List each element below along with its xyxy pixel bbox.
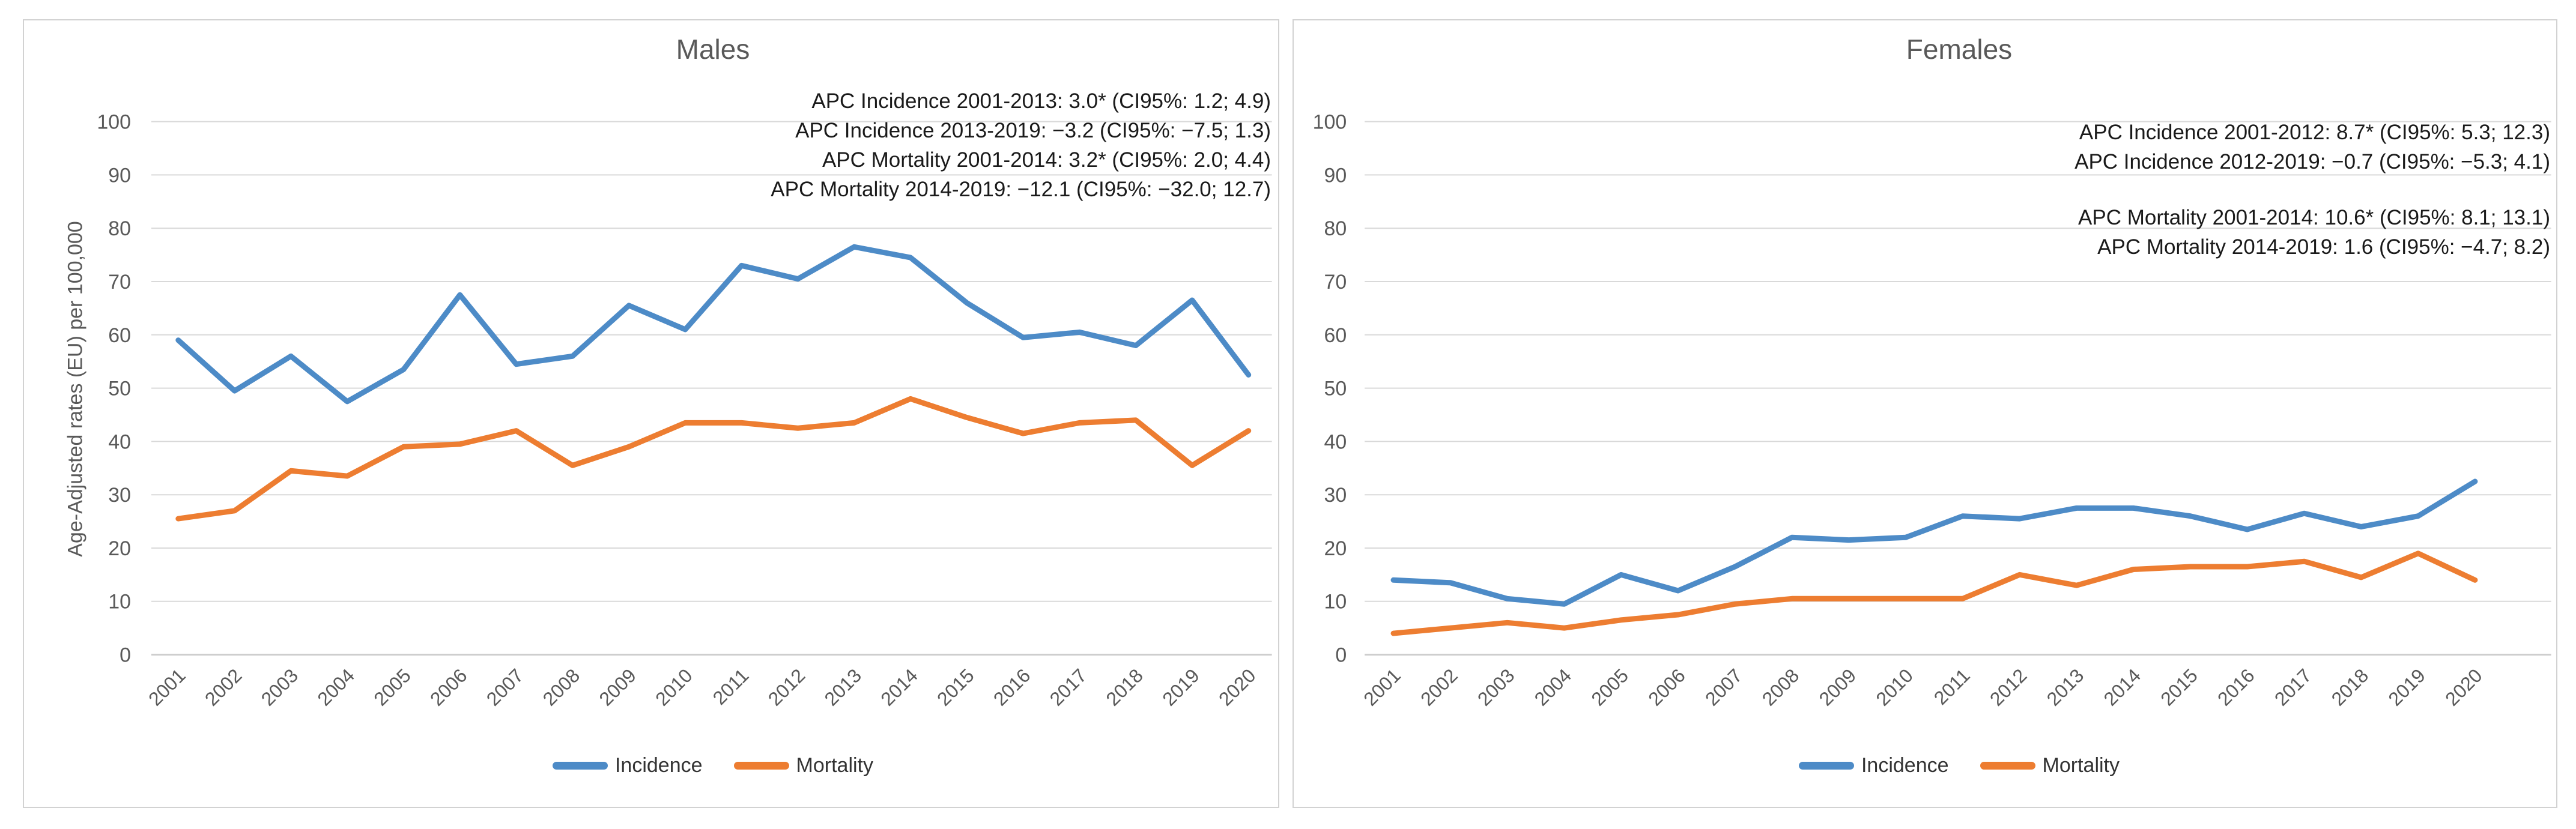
x-tick-label: 2005 — [1587, 665, 1632, 710]
y-tick-label: 10 — [1324, 591, 1347, 613]
legend-label-incidence: Incidence — [1861, 754, 1949, 777]
x-tick-label: 2019 — [1158, 665, 1204, 710]
x-tick-label: 2018 — [1102, 665, 1147, 710]
y-tick-label: 70 — [1324, 271, 1347, 294]
x-tick-label: 2013 — [820, 665, 865, 710]
apc-annotation-line: APC Mortality 2014-2019: −12.1 (CI95%: −… — [771, 178, 1271, 201]
x-tick-label: 2006 — [1644, 665, 1690, 710]
legend-item-mortality: Mortality — [733, 754, 873, 777]
x-tick-label: 2014 — [2099, 665, 2145, 710]
y-axis-title: Age-Adjusted rates (EU) per 100,000 — [64, 221, 87, 557]
females-legend: Incidence Mortality — [1365, 754, 2554, 777]
x-tick-label: 2010 — [651, 665, 697, 710]
y-tick-label: 30 — [108, 484, 131, 507]
apc-annotation-line: APC Mortality 2014-2019: 1.6 (CI95%: −4.… — [2097, 235, 2550, 259]
x-tick-label: 2017 — [1046, 665, 1091, 710]
x-tick-label: 2004 — [313, 665, 359, 710]
y-tick-label: 20 — [108, 537, 131, 560]
x-tick-label: 2013 — [2043, 665, 2088, 710]
legend-item-incidence: Incidence — [1798, 754, 1949, 777]
x-tick-label: 2003 — [257, 665, 303, 710]
y-tick-label: 80 — [108, 217, 131, 240]
x-tick-label: 2020 — [2441, 665, 2487, 710]
apc-annotation-line: APC Incidence 2001-2013: 3.0* (CI95%: 1.… — [811, 89, 1271, 113]
x-tick-label: 2012 — [1986, 665, 2031, 710]
y-tick-label: 10 — [108, 591, 131, 613]
x-tick-label: 2016 — [2213, 665, 2259, 710]
y-tick-label: 40 — [1324, 430, 1347, 453]
x-tick-label: 2020 — [1214, 665, 1260, 710]
y-tick-label: 50 — [108, 378, 131, 400]
x-tick-label: 2012 — [764, 665, 810, 710]
y-tick-label: 60 — [1324, 324, 1347, 347]
y-tick-label: 0 — [120, 644, 131, 667]
mortality-line-swatch — [733, 762, 789, 770]
x-tick-label: 2007 — [482, 665, 528, 710]
x-tick-label: 2007 — [1701, 665, 1747, 710]
males-legend: Incidence Mortality — [151, 754, 1274, 777]
x-tick-label: 2002 — [201, 665, 246, 710]
x-tick-label: 2016 — [989, 665, 1035, 710]
y-tick-label: 100 — [1313, 111, 1347, 134]
males-panel-title: Males — [676, 34, 750, 65]
y-tick-label: 70 — [108, 271, 131, 294]
males-chart-panel: 0 10 20 30 40 50 60 70 80 90 100 2001 2002 2003 2004 20… — [23, 19, 1279, 808]
apc-annotation-line: APC Incidence 2013-2019: −3.2 (CI95%: −7… — [795, 119, 1271, 142]
y-tick-label: 30 — [1324, 484, 1347, 507]
apc-annotation-line: APC Mortality 2001-2014: 3.2* (CI95%: 2.… — [822, 148, 1271, 172]
x-tick-label: 2002 — [1416, 665, 1462, 710]
y-tick-label: 80 — [1324, 217, 1347, 240]
x-tick-label: 2015 — [933, 665, 978, 710]
y-tick-label: 0 — [1335, 644, 1347, 667]
males-apc-annotations: APC Incidence 2001-2013: 3.0* (CI95%: 1.… — [771, 86, 1271, 204]
y-tick-label: 40 — [108, 430, 131, 453]
legend-item-incidence: Incidence — [552, 754, 703, 777]
apc-annotation-line: APC Mortality 2001-2014: 10.6* (CI95%: 8… — [2078, 206, 2550, 229]
x-tick-label: 2004 — [1530, 665, 1576, 710]
y-tick-label: 100 — [97, 111, 131, 134]
mortality-line — [175, 396, 1252, 522]
x-tick-label: 2008 — [539, 665, 584, 710]
mortality-line-swatch — [1980, 762, 2035, 770]
x-tick-label: 2015 — [2156, 665, 2202, 710]
x-tick-label: 2006 — [426, 665, 471, 710]
incidence-line — [1390, 478, 2478, 607]
legend-label-mortality: Mortality — [796, 754, 873, 777]
x-tick-label: 2005 — [369, 665, 415, 710]
apc-annotation-line: APC Incidence 2012-2019: −0.7 (CI95%: −5… — [2074, 150, 2550, 173]
legend-item-mortality: Mortality — [1980, 754, 2120, 777]
x-tick-label: 2008 — [1758, 665, 1804, 710]
x-tick-label: 2011 — [709, 665, 753, 709]
x-tick-label: 2011 — [1930, 665, 1974, 709]
apc-annotation-line: APC Incidence 2001-2012: 8.7* (CI95%: 5.… — [2079, 121, 2550, 144]
x-tick-label: 2009 — [1815, 665, 1861, 710]
females-apc-annotations: APC Incidence 2001-2012: 8.7* (CI95%: 5.… — [2074, 118, 2550, 262]
y-tick-label: 20 — [1324, 537, 1347, 560]
legend-label-incidence: Incidence — [614, 754, 703, 777]
incidence-line-swatch — [1798, 762, 1854, 770]
x-tick-label: 2019 — [2384, 665, 2429, 710]
x-tick-label: 2001 — [144, 665, 190, 710]
incidence-line-swatch — [552, 762, 608, 770]
females-chart-panel: 0 10 20 30 40 50 60 70 80 90 100 2001 2002 2003 2004 20… — [1293, 19, 2557, 808]
y-tick-label: 60 — [108, 324, 131, 347]
y-tick-label: 90 — [108, 164, 131, 187]
legend-label-mortality: Mortality — [2042, 754, 2120, 777]
x-tick-label: 2003 — [1473, 665, 1519, 710]
x-tick-label: 2001 — [1359, 665, 1405, 710]
incidence-line — [175, 244, 1252, 405]
y-tick-label: 50 — [1324, 378, 1347, 400]
x-tick-label: 2018 — [2327, 665, 2373, 710]
x-tick-label: 2017 — [2270, 665, 2316, 710]
y-tick-label: 90 — [1324, 164, 1347, 187]
mortality-line — [1390, 550, 2478, 636]
x-tick-label: 2009 — [595, 665, 640, 710]
x-tick-label: 2010 — [1871, 665, 1917, 710]
females-panel-title: Females — [1906, 34, 2013, 65]
x-tick-label: 2014 — [876, 665, 922, 710]
